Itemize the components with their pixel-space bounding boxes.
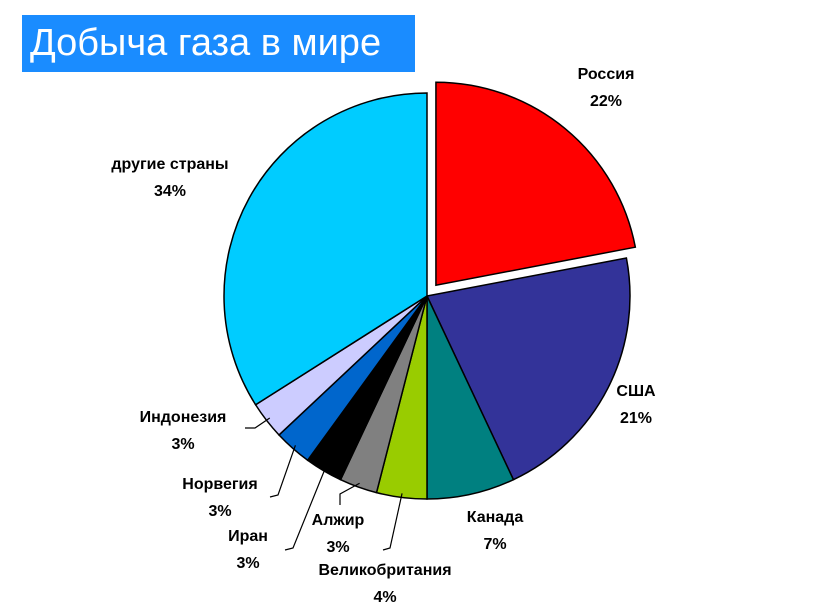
leader-line bbox=[284, 467, 327, 551]
slice-value-label: 3% bbox=[236, 555, 259, 572]
slice-label: Великобритания bbox=[318, 562, 451, 579]
slice-label: США bbox=[616, 383, 656, 400]
slice-value-label: 3% bbox=[326, 539, 349, 556]
slice-label: Индонезия bbox=[140, 409, 227, 426]
pie-slice bbox=[425, 257, 631, 481]
pie-slice bbox=[223, 92, 428, 406]
slice-label: Иран bbox=[228, 528, 268, 545]
slice-value-label: 3% bbox=[208, 503, 231, 520]
slice-label: Канада bbox=[467, 509, 524, 526]
slice-label: Алжир bbox=[312, 512, 365, 529]
slice-value-label: 34% bbox=[154, 183, 186, 200]
slice-label: Норвегия bbox=[182, 476, 257, 493]
slice-value-label: 4% bbox=[373, 589, 396, 606]
leader-line bbox=[339, 482, 360, 505]
slice-value-label: 3% bbox=[171, 436, 194, 453]
chart-title: Добыча газа в мире bbox=[30, 22, 381, 64]
leader-line bbox=[382, 493, 403, 551]
title-box bbox=[22, 15, 415, 72]
slice-label: другие страны bbox=[111, 156, 228, 173]
pie-slice bbox=[435, 81, 637, 287]
slice-value-label: 21% bbox=[620, 410, 652, 427]
leader-line bbox=[245, 417, 271, 429]
leader-line bbox=[269, 445, 296, 498]
slice-label: Россия bbox=[578, 66, 635, 83]
slice-value-label: 22% bbox=[590, 93, 622, 110]
slice-value-label: 7% bbox=[483, 536, 506, 553]
